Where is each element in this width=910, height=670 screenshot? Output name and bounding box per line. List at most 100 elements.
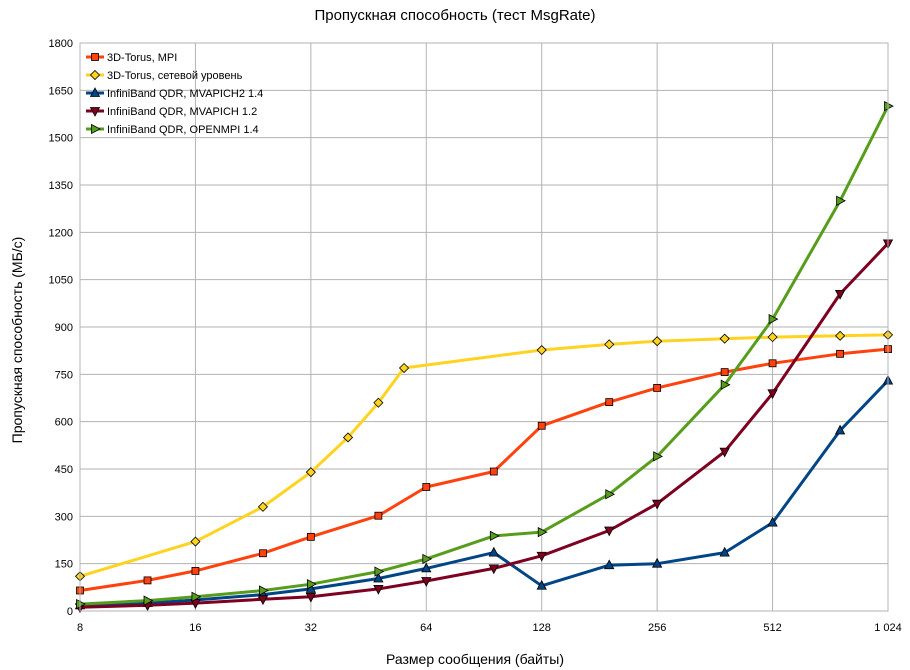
data-point (488, 546, 499, 557)
series-5 (76, 100, 894, 610)
y-tick-label: 0 (67, 606, 73, 618)
data-point (422, 483, 431, 491)
data-point (342, 432, 354, 443)
legend-marker (89, 87, 101, 97)
data-point (651, 499, 663, 510)
data-point (653, 451, 663, 462)
legend-label: InfiniBand QDR, MVAPICH2 1.4 (107, 88, 263, 100)
series-4 (74, 239, 894, 614)
data-point (422, 553, 433, 565)
data-point (836, 195, 846, 206)
data-point (605, 489, 616, 500)
y-tick-label: 750 (55, 369, 73, 381)
chart-title: Пропускная способность (тест MsgRate) (314, 7, 595, 24)
data-point (306, 579, 317, 590)
data-point (191, 591, 202, 602)
legend-item: InfiniBand QDR, MVAPICH 1.2 (86, 106, 257, 118)
legend-marker (89, 107, 101, 117)
data-point (421, 577, 432, 587)
x-tick-label: 64 (420, 622, 432, 634)
data-point (257, 501, 269, 512)
legend-item: InfiniBand QDR, MVAPICH2 1.4 (86, 87, 263, 100)
axis-ticks: 0 150 300 450 600 750 900 1050 1200 1350 1500 1650 1… (49, 38, 902, 634)
legend-marker (91, 123, 101, 135)
data-point (373, 397, 384, 408)
series-line (79, 242, 890, 609)
data-point (768, 313, 779, 325)
legend-item: InfiniBand QDR, OPENMPI 1.4 (86, 123, 259, 136)
data-point (190, 536, 201, 547)
y-tick-label: 1200 (49, 227, 73, 239)
data-point (604, 526, 615, 537)
y-tick-label: 1050 (49, 275, 73, 287)
data-point (834, 289, 846, 300)
data-point (768, 359, 777, 368)
data-point (488, 564, 499, 575)
x-tick-label: 8 (77, 622, 83, 634)
y-tick-label: 600 (55, 417, 73, 429)
y-tick-label: 150 (55, 559, 73, 571)
data-point (767, 332, 778, 343)
data-point (834, 424, 846, 435)
y-tick-label: 1350 (49, 180, 73, 192)
data-point (720, 368, 729, 377)
data-point (489, 530, 500, 542)
legend-label: 3D-Torus, сетевой уровень (107, 70, 243, 82)
legend-label: 3D-Torus, MPI (107, 52, 177, 64)
data-point (374, 511, 383, 520)
x-tick-label: 1 024 (874, 622, 902, 634)
data-point (884, 100, 894, 112)
data-point (191, 567, 200, 575)
x-axis-label: Размер сообщения (байты) (386, 651, 564, 667)
data-point (653, 384, 662, 392)
legend-item: 3D-Torus, MPI (86, 52, 177, 64)
legend: 3D-Torus, MPI 3D-Torus, сетевой уровень In… (86, 52, 263, 136)
data-point (306, 532, 315, 541)
x-tick-label: 512 (763, 622, 781, 634)
data-point (836, 349, 844, 358)
data-point (489, 467, 498, 476)
data-point (259, 585, 269, 596)
series-line (79, 105, 890, 606)
data-point (259, 549, 267, 558)
y-tick-label: 1800 (49, 38, 73, 50)
data-point (537, 421, 546, 430)
series-1 (76, 345, 892, 595)
legend-label: InfiniBand QDR, OPENMPI 1.4 (107, 124, 259, 136)
series-line (79, 333, 889, 578)
data-point (536, 551, 547, 562)
legend-label: InfiniBand QDR, MVAPICH 1.2 (107, 106, 257, 118)
x-tick-label: 128 (533, 622, 551, 634)
x-tick-label: 256 (648, 622, 666, 634)
data-point (720, 379, 731, 390)
data-point (536, 344, 547, 356)
data-point (257, 595, 269, 606)
legend-item: 3D-Torus, сетевой уровень (86, 69, 243, 82)
legend-marker (89, 69, 101, 81)
data-point (398, 362, 410, 374)
y-axis-label: Пропускная способность (МБ/с) (9, 237, 25, 444)
data-point (537, 526, 548, 538)
data-point (373, 572, 384, 583)
data-point (305, 467, 316, 478)
data-point (143, 595, 154, 606)
y-tick-label: 450 (55, 464, 73, 476)
data-point (652, 336, 663, 347)
data-point (719, 333, 730, 344)
data-point (421, 562, 432, 573)
x-tick-label: 16 (189, 622, 201, 634)
data-point (719, 546, 730, 557)
y-tick-label: 1650 (49, 85, 73, 97)
data-point (605, 398, 614, 407)
y-tick-label: 300 (55, 511, 73, 523)
series-2 (74, 329, 894, 582)
data-point (767, 516, 778, 527)
data-point (143, 576, 152, 585)
data-point (374, 566, 385, 577)
data-point (719, 447, 730, 458)
data-point (835, 330, 846, 341)
data-point (604, 559, 615, 570)
data-point (604, 339, 615, 350)
data-point (536, 579, 547, 590)
y-tick-label: 1500 (49, 133, 73, 145)
